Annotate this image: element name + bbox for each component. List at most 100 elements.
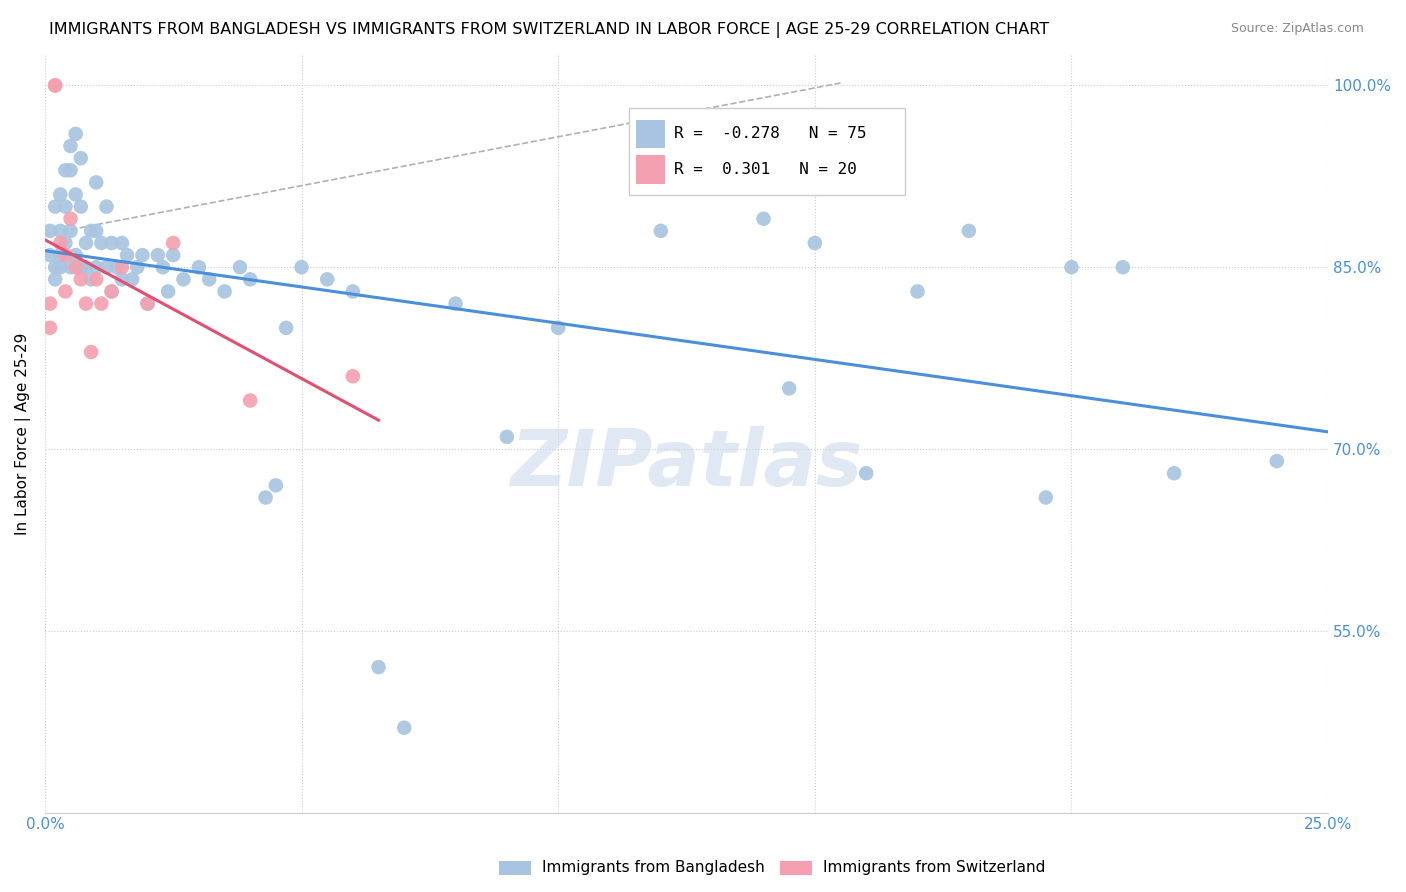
Point [96, 260, 118, 275]
Point [96, 200, 118, 214]
Point [55, 285, 77, 299]
Point [84, 224, 107, 238]
Point [90, 296, 112, 310]
Point [69, 151, 91, 165]
Point [59, 260, 82, 275]
Point [65, 127, 87, 141]
Point [229, 260, 252, 275]
Point [59, 139, 82, 153]
Point [392, 721, 415, 735]
Point [75, 260, 97, 275]
Point [65, 260, 87, 275]
Point [1265, 454, 1288, 468]
Point [39, 248, 62, 262]
Text: Immigrants from Switzerland: Immigrants from Switzerland [823, 861, 1046, 875]
Text: R =  -0.278   N = 75: R = -0.278 N = 75 [673, 127, 866, 142]
Point [752, 211, 775, 226]
Point [342, 285, 364, 299]
Point [111, 260, 134, 275]
Point [650, 224, 672, 238]
Point [115, 248, 138, 262]
Point [1112, 260, 1135, 275]
Point [152, 260, 174, 275]
Text: R =  0.301   N = 20: R = 0.301 N = 20 [673, 162, 856, 177]
Y-axis label: In Labor Force | Age 25-29: In Labor Force | Age 25-29 [15, 333, 31, 535]
Point [75, 235, 97, 250]
Point [100, 285, 122, 299]
Point [69, 260, 91, 275]
Point [804, 235, 827, 250]
Point [157, 285, 180, 299]
Point [1035, 491, 1057, 505]
Point [290, 260, 312, 275]
Point [1163, 467, 1185, 481]
Point [136, 296, 159, 310]
Point [111, 235, 134, 250]
Point [198, 272, 221, 286]
Point [957, 224, 980, 238]
Point [84, 175, 107, 189]
Text: IMMIGRANTS FROM BANGLADESH VS IMMIGRANTS FROM SWITZERLAND IN LABOR FORCE | AGE 2: IMMIGRANTS FROM BANGLADESH VS IMMIGRANTS… [49, 22, 1049, 38]
Point [1060, 260, 1083, 275]
Point [49, 187, 72, 202]
Point [49, 260, 72, 275]
Point [65, 187, 87, 202]
Point [49, 235, 72, 250]
Text: Source: ZipAtlas.com: Source: ZipAtlas.com [1230, 22, 1364, 36]
Point [49, 224, 72, 238]
Point [907, 285, 929, 299]
Point [39, 224, 62, 238]
Point [276, 320, 298, 334]
Point [187, 260, 209, 275]
Point [44, 260, 66, 275]
Point [39, 320, 62, 334]
Point [239, 272, 262, 286]
Point [136, 296, 159, 310]
Point [80, 224, 103, 238]
Point [239, 393, 262, 408]
Bar [637, 155, 665, 184]
Point [59, 163, 82, 178]
Point [55, 200, 77, 214]
Point [90, 235, 112, 250]
Point [105, 260, 128, 275]
Point [367, 660, 389, 674]
Point [855, 467, 877, 481]
Point [495, 430, 517, 444]
Point [65, 248, 87, 262]
Point [100, 235, 122, 250]
Point [127, 260, 149, 275]
Point [146, 248, 169, 262]
Bar [628, 108, 904, 195]
Point [778, 381, 800, 395]
Point [69, 272, 91, 286]
Point [214, 285, 236, 299]
Point [162, 248, 184, 262]
Point [100, 285, 122, 299]
Point [254, 491, 277, 505]
Point [55, 163, 77, 178]
Point [44, 78, 66, 93]
Point [547, 320, 569, 334]
Point [121, 272, 143, 286]
Point [39, 296, 62, 310]
Point [264, 478, 287, 492]
Point [49, 248, 72, 262]
Point [75, 296, 97, 310]
Point [59, 211, 82, 226]
Point [44, 78, 66, 93]
Point [111, 272, 134, 286]
Point [172, 272, 194, 286]
Point [55, 248, 77, 262]
Point [44, 200, 66, 214]
Point [69, 200, 91, 214]
Point [44, 272, 66, 286]
Point [84, 272, 107, 286]
Text: ZIPatlas: ZIPatlas [510, 426, 863, 502]
Point [316, 272, 339, 286]
Point [342, 369, 364, 384]
Point [55, 235, 77, 250]
Text: Immigrants from Bangladesh: Immigrants from Bangladesh [541, 861, 765, 875]
Point [444, 296, 467, 310]
Point [80, 345, 103, 359]
